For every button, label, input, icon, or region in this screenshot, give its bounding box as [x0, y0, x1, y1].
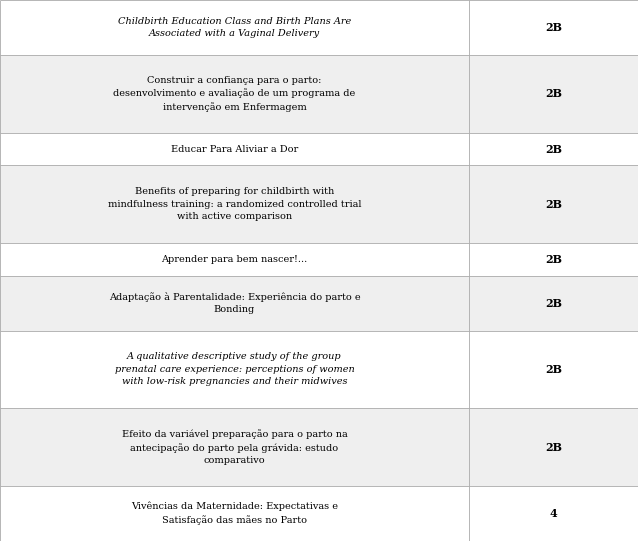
- Text: Efeito da variável preparação para o parto na
antecipação do parto pela grávida:: Efeito da variável preparação para o par…: [122, 429, 347, 465]
- Bar: [469, 55, 638, 133]
- Text: Adaptação à Parentalidade: Experiência do parto e
Bonding: Adaptação à Parentalidade: Experiência d…: [108, 292, 360, 314]
- Bar: [0, 0, 469, 55]
- Text: 2B: 2B: [545, 143, 562, 155]
- Bar: [0, 486, 469, 541]
- Text: Vivências da Maternidade: Expectativas e
Satisfação das mães no Parto: Vivências da Maternidade: Expectativas e…: [131, 502, 338, 525]
- Bar: [0, 55, 469, 133]
- Bar: [469, 0, 638, 55]
- Text: 2B: 2B: [545, 199, 562, 210]
- Bar: [0, 133, 469, 166]
- Text: 2B: 2B: [545, 364, 562, 375]
- Bar: [469, 331, 638, 408]
- Text: Aprender para bem nascer!...: Aprender para bem nascer!...: [161, 255, 308, 264]
- Text: 2B: 2B: [545, 254, 562, 265]
- Bar: [0, 408, 469, 486]
- Text: 2B: 2B: [545, 298, 562, 308]
- Text: Benefits of preparing for childbirth with
mindfulness training: a randomized con: Benefits of preparing for childbirth wit…: [108, 187, 361, 221]
- Bar: [0, 243, 469, 275]
- Text: Educar Para Aliviar a Dor: Educar Para Aliviar a Dor: [171, 144, 298, 154]
- Text: 2B: 2B: [545, 88, 562, 100]
- Text: Construir a confiança para o parto:
desenvolvimento e avaliação de um programa d: Construir a confiança para o parto: dese…: [114, 76, 355, 112]
- Bar: [0, 166, 469, 243]
- Bar: [0, 275, 469, 331]
- Bar: [469, 408, 638, 486]
- Text: 4: 4: [549, 508, 558, 519]
- Text: 2B: 2B: [545, 441, 562, 453]
- Text: Childbirth Education Class and Birth Plans Are
Associated with a Vaginal Deliver: Childbirth Education Class and Birth Pla…: [118, 17, 351, 38]
- Text: A qualitative descriptive study of the group
prenatal care experience: perceptio: A qualitative descriptive study of the g…: [115, 353, 354, 386]
- Text: 2B: 2B: [545, 22, 562, 33]
- Bar: [469, 243, 638, 275]
- Bar: [469, 133, 638, 166]
- Bar: [0, 331, 469, 408]
- Bar: [469, 486, 638, 541]
- Bar: [469, 275, 638, 331]
- Bar: [469, 166, 638, 243]
